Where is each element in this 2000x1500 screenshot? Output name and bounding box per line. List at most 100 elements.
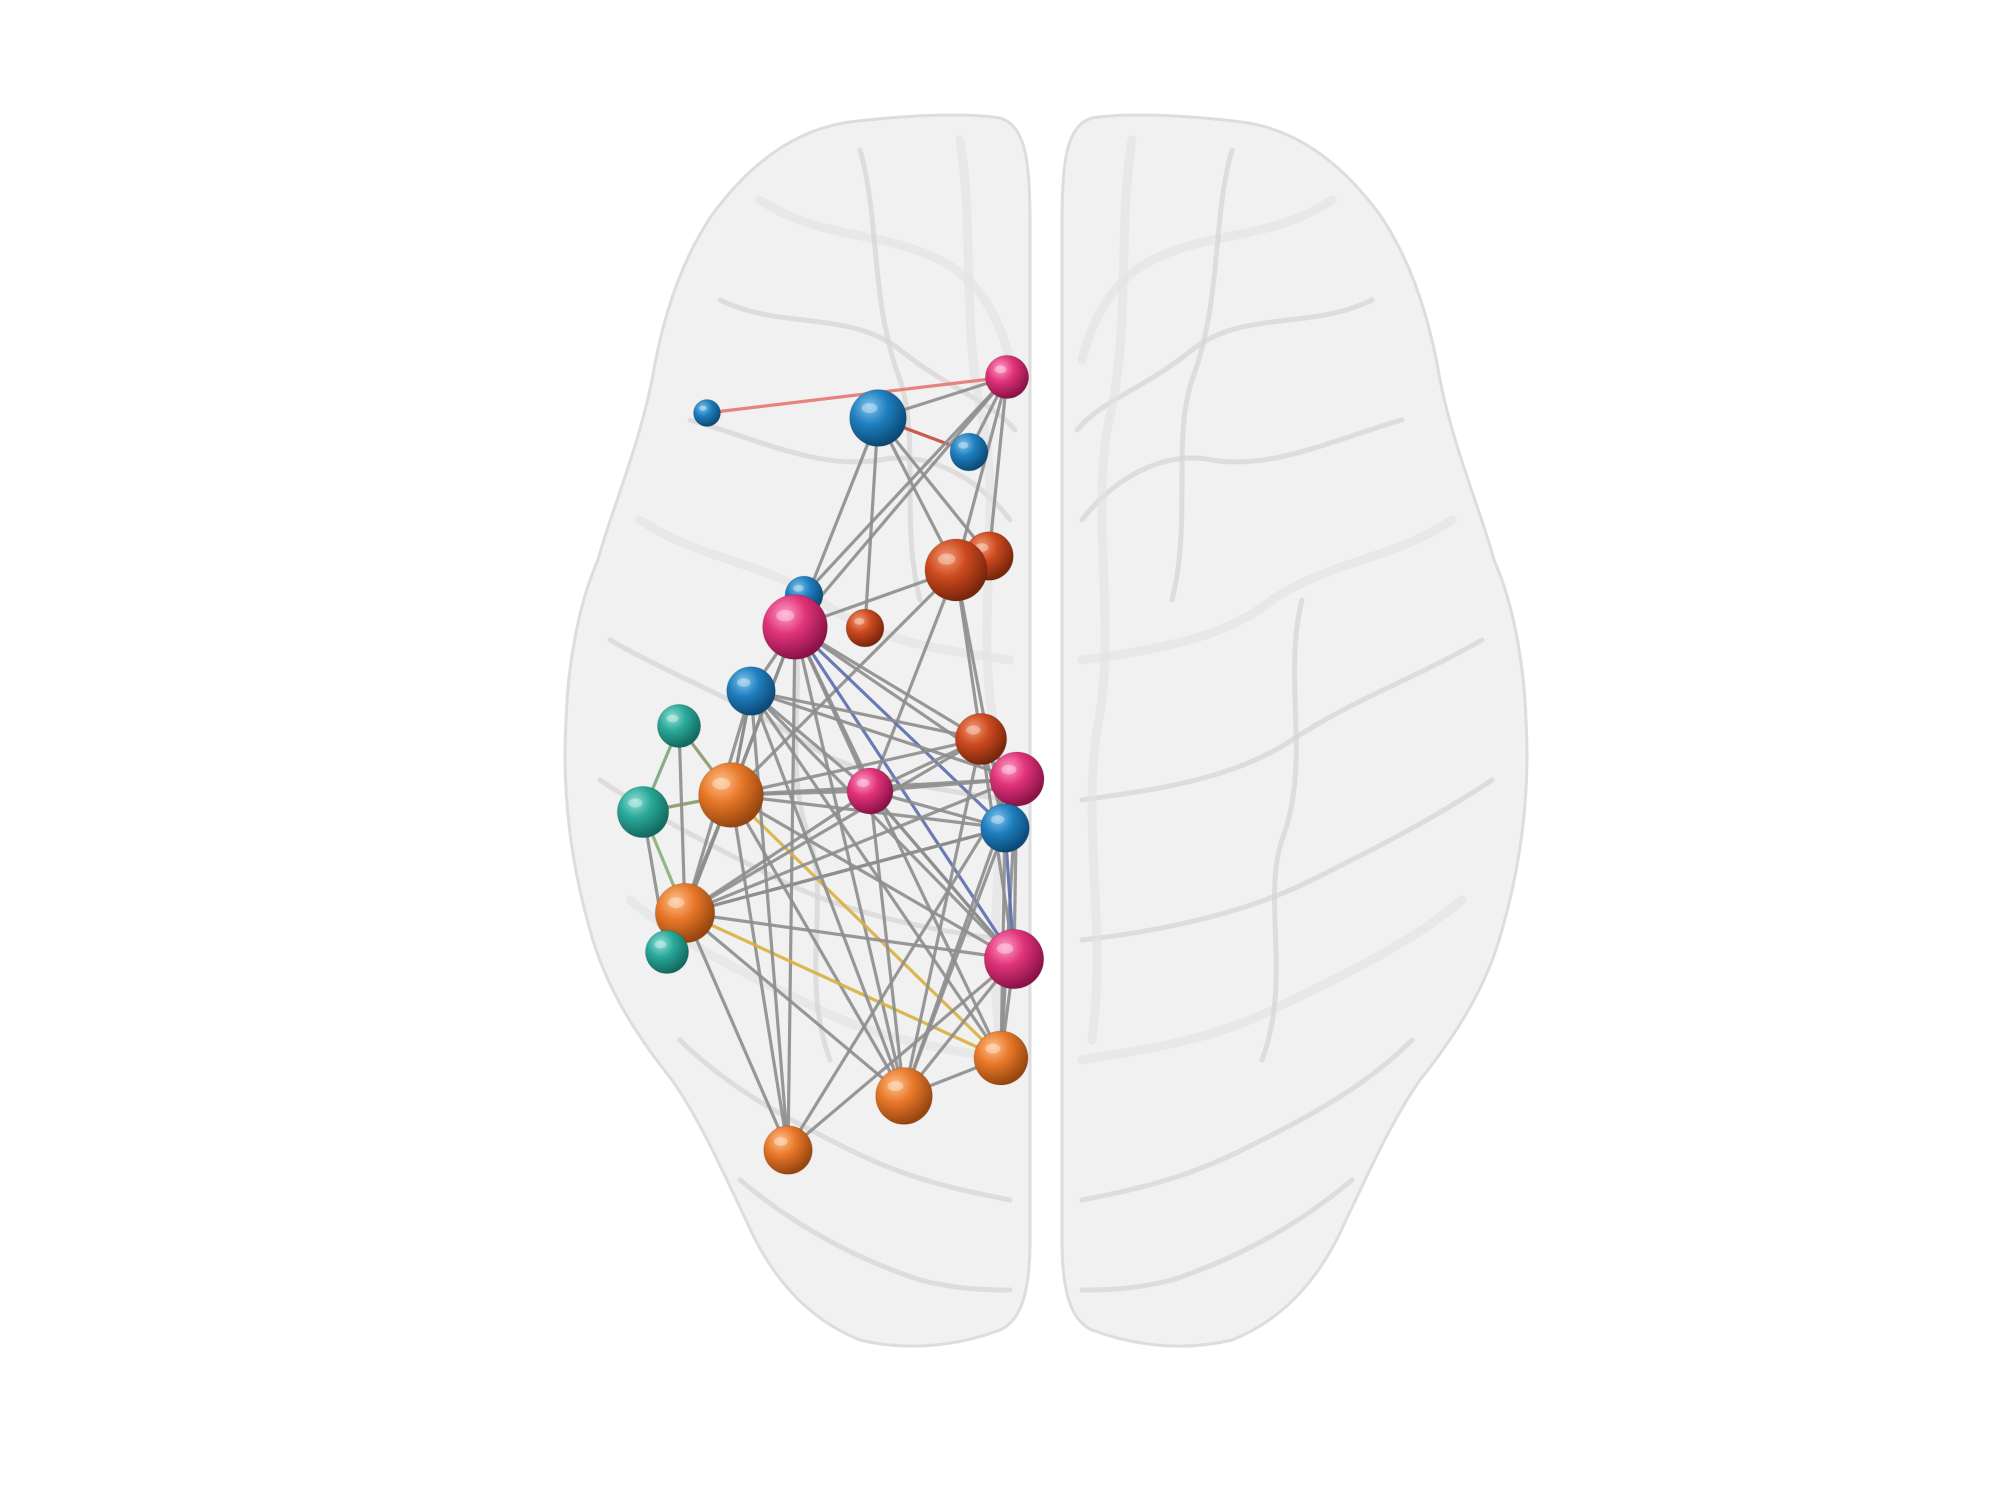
edge-n18-n12 — [683, 737, 983, 915]
node-n16-pink — [846, 767, 894, 815]
node-highlight — [666, 714, 679, 723]
node-highlight — [887, 1080, 904, 1092]
node-highlight — [793, 584, 804, 592]
node-sphere — [983, 928, 1045, 990]
node-n19-teal — [644, 929, 690, 975]
node-sphere — [989, 751, 1045, 807]
node-n21-orange — [973, 1030, 1029, 1086]
edge-n2-n7 — [802, 375, 1009, 597]
edge-n3-n9 — [863, 416, 880, 630]
edge-n2-n5 — [987, 375, 1009, 558]
node-sphere — [763, 1125, 813, 1175]
edge-n11-n18 — [677, 724, 687, 915]
edge-n20-n16 — [868, 789, 1016, 961]
edge-n10-n23 — [749, 689, 790, 1152]
edge-n8-n23 — [786, 625, 797, 1152]
node-highlight — [937, 553, 956, 565]
edge-n10-n12 — [749, 689, 983, 741]
node-n6-red — [924, 538, 988, 602]
node-highlight — [712, 777, 731, 790]
edge-n13-n23 — [786, 777, 1019, 1152]
edge-n18-n23 — [683, 911, 790, 1152]
node-sphere — [954, 712, 1008, 766]
edge-n15-n23 — [729, 793, 790, 1152]
node-n8-pink — [762, 594, 828, 660]
node-highlight — [773, 1137, 788, 1146]
edge-n10-n16 — [749, 689, 872, 793]
node-highlight — [958, 441, 969, 449]
network-nodes — [616, 354, 1045, 1175]
cortical-folds — [597, 135, 1495, 1293]
node-sphere — [693, 399, 721, 427]
node-highlight — [699, 405, 707, 411]
node-sphere — [875, 1067, 933, 1125]
node-sphere — [984, 354, 1030, 400]
edge-n10-n22 — [749, 689, 906, 1098]
edge-n17-n22 — [902, 826, 1007, 1098]
node-sphere — [980, 803, 1030, 853]
edge-n10-n13 — [749, 689, 1019, 781]
edge-n12-n22 — [902, 737, 983, 1098]
node-sphere — [846, 767, 894, 815]
node-n9-red — [845, 608, 885, 648]
node-highlight — [966, 725, 981, 735]
node-sphere — [656, 703, 702, 749]
node-n20-pink — [983, 928, 1045, 990]
node-highlight — [776, 609, 795, 622]
node-n1-blue — [693, 399, 721, 427]
edge-n18-n21 — [683, 911, 1003, 1060]
node-highlight — [628, 798, 643, 808]
edge-n20-n23 — [786, 957, 1016, 1152]
node-sphere — [949, 432, 989, 472]
node-highlight — [856, 778, 870, 788]
node-n11-teal — [656, 703, 702, 749]
node-highlight — [736, 678, 751, 687]
node-sphere — [849, 389, 907, 447]
node-n3-blue — [849, 389, 907, 447]
network-edges — [641, 375, 1019, 1152]
edge-n10-n21 — [749, 689, 1003, 1060]
edge-n17-n18 — [683, 826, 1007, 915]
edge-n2-n6 — [954, 375, 1009, 572]
node-sphere — [762, 594, 828, 660]
edge-n15-n22 — [729, 793, 906, 1098]
node-n12-red — [954, 712, 1008, 766]
node-n15-orange — [698, 762, 764, 828]
node-sphere — [726, 666, 776, 716]
edge-n15-n21 — [729, 793, 1003, 1060]
node-n23-orange — [763, 1125, 813, 1175]
edge-n2-n8 — [793, 375, 1009, 629]
node-n10-blue — [726, 666, 776, 716]
edge-n8-n12 — [793, 625, 983, 741]
node-highlight — [654, 940, 667, 949]
edge-n6-n15 — [729, 568, 958, 797]
node-highlight — [854, 617, 865, 625]
edge-n6-n16 — [868, 568, 958, 793]
node-highlight — [985, 1043, 1001, 1054]
node-highlight — [861, 402, 878, 414]
edge-n18-n22 — [683, 911, 906, 1098]
node-n2-pink — [984, 354, 1030, 400]
node-n4-blue — [949, 432, 989, 472]
edge-n18-n16 — [683, 789, 872, 915]
node-n22-orange — [875, 1067, 933, 1125]
edge-n1-n2 — [705, 375, 1009, 415]
node-n17-blue — [980, 803, 1030, 853]
node-n13-pink — [989, 751, 1045, 807]
node-sphere — [616, 785, 670, 839]
node-sphere — [644, 929, 690, 975]
node-highlight — [667, 897, 685, 908]
edge-n3-n5 — [876, 416, 991, 558]
node-n14-teal — [616, 785, 670, 839]
node-highlight — [990, 815, 1005, 824]
node-highlight — [1001, 764, 1017, 775]
edge-n16-n22 — [868, 789, 906, 1098]
edge-n18-n13 — [683, 777, 1019, 915]
node-sphere — [698, 762, 764, 828]
node-highlight — [994, 365, 1007, 374]
node-sphere — [924, 538, 988, 602]
node-highlight — [996, 943, 1014, 954]
edge-n15-n12 — [729, 737, 983, 797]
edge-n10-n20 — [749, 689, 1016, 961]
